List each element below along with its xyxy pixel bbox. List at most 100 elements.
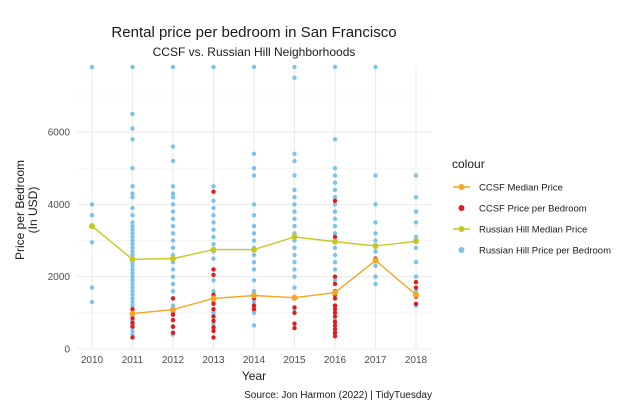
russian-hill-point xyxy=(292,267,297,272)
ccsf-point xyxy=(251,303,257,308)
russian-hill-point xyxy=(413,260,419,265)
ccsf-median-point xyxy=(129,310,136,317)
russian-hill-point xyxy=(130,205,135,211)
russian-hill-point xyxy=(170,223,176,229)
ccsf-point xyxy=(332,323,338,328)
russian-hill-point xyxy=(170,184,176,189)
ccsf-point xyxy=(251,307,257,312)
russian-hill-point xyxy=(130,191,135,196)
x-tick-label: 2014 xyxy=(243,355,266,366)
ccsf-point xyxy=(292,310,297,316)
ccsf-point xyxy=(170,324,176,329)
russian-hill-point xyxy=(373,220,378,225)
russian-hill-point xyxy=(89,202,95,207)
russian-hill-point xyxy=(130,234,135,240)
legend: colour CCSF Median Price CCSF Price per B… xyxy=(452,157,611,257)
x-tick-label: 2010 xyxy=(81,355,104,366)
legend-entry-2: CCSF Price per Bedroom xyxy=(458,204,587,215)
russian-hill-median-point xyxy=(372,242,379,249)
russian-hill-point xyxy=(170,274,176,279)
russian-hill-point xyxy=(251,166,257,171)
russian-hill-point xyxy=(170,64,176,70)
ccsf-median-point xyxy=(170,306,176,313)
russian-hill-point xyxy=(332,166,338,171)
chart-title: Rental price per bedroom in San Francisc… xyxy=(111,24,396,41)
russian-hill-point xyxy=(130,231,135,236)
legend-entry-3-label: Russian Hill Median Price xyxy=(479,225,587,236)
y-axis-label-line-2: (In USD) xyxy=(26,187,40,234)
russian-hill-point xyxy=(332,137,338,142)
russian-hill-point xyxy=(130,267,135,272)
legend-entry-2-swatch xyxy=(458,205,465,211)
russian-hill-point xyxy=(130,285,135,290)
russian-hill-point xyxy=(130,220,135,225)
russian-hill-point xyxy=(332,194,338,200)
russian-hill-point xyxy=(292,75,297,81)
russian-hill-point xyxy=(292,252,297,258)
russian-hill-point xyxy=(292,158,297,164)
ccsf-point xyxy=(211,314,216,319)
russian-hill-point xyxy=(332,180,338,185)
russian-hill-point xyxy=(211,205,216,211)
russian-hill-point xyxy=(130,281,135,287)
x-tick-label: 2015 xyxy=(283,355,306,366)
russian-hill-point xyxy=(89,285,95,290)
russian-hill-point xyxy=(332,245,338,250)
russian-hill-point xyxy=(373,64,378,70)
russian-hill-point xyxy=(332,231,338,236)
ccsf-point xyxy=(332,330,338,335)
russian-hill-point xyxy=(251,64,257,70)
russian-hill-point xyxy=(211,241,216,247)
y-tick-label: 6000 xyxy=(48,128,71,139)
ccsf-point xyxy=(332,326,338,332)
russian-hill-point xyxy=(130,303,135,308)
russian-hill-point xyxy=(211,288,216,294)
ccsf-median-line xyxy=(132,259,417,315)
russian-hill-point xyxy=(211,64,216,70)
russian-hill-point xyxy=(413,220,419,225)
russian-hill-point xyxy=(130,213,135,218)
russian-hill-point xyxy=(251,310,257,316)
x-axis-ticks: 2010 2011 2012 2013 2014 2015 2016 2017 2018 xyxy=(81,355,428,366)
ccsf-point xyxy=(413,301,419,307)
ccsf-point xyxy=(211,272,216,278)
russian-hill-point xyxy=(292,274,297,279)
russian-hill-point xyxy=(413,209,419,214)
ccsf-point xyxy=(170,312,176,317)
russian-hill-point xyxy=(332,216,338,222)
ccsf-point xyxy=(332,274,338,279)
russian-hill-point xyxy=(251,267,257,272)
legend-entry-2-label: CCSF Price per Bedroom xyxy=(479,204,587,215)
russian-hill-point xyxy=(292,223,297,229)
russian-hill-point xyxy=(292,202,297,207)
russian-hill-point xyxy=(170,158,176,164)
x-tick-label: 2016 xyxy=(324,355,347,366)
russian-hill-point xyxy=(170,209,176,214)
russian-hill-point xyxy=(332,187,338,193)
legend-entry-4: Russian Hill Price per Bedroom xyxy=(458,246,611,257)
ccsf-point xyxy=(211,328,216,334)
ccsf-point xyxy=(211,335,216,340)
ccsf-point xyxy=(170,330,176,335)
ccsf-point xyxy=(332,303,338,308)
russian-hill-point xyxy=(251,288,257,294)
russian-hill-point xyxy=(170,231,176,236)
russian-hill-point xyxy=(130,328,135,334)
russian-hill-point xyxy=(130,296,135,301)
russian-hill-median-point xyxy=(89,223,95,230)
ccsf-point xyxy=(211,318,216,323)
russian-hill-point xyxy=(373,263,378,269)
ccsf-point xyxy=(211,189,216,194)
russian-hill-point xyxy=(332,260,338,265)
russian-hill-point xyxy=(292,216,297,222)
russian-hill-point xyxy=(251,231,257,236)
ccsf-point xyxy=(332,234,338,240)
legend-entry-3: Russian Hill Median Price xyxy=(453,225,587,236)
russian-hill-point xyxy=(251,213,257,218)
russian-hill-point xyxy=(211,220,216,225)
russian-hill-point xyxy=(292,194,297,200)
ccsf-point xyxy=(332,296,338,301)
russian-hill-point xyxy=(170,303,176,308)
russian-hill-point xyxy=(170,191,176,196)
russian-hill-point xyxy=(251,299,257,305)
